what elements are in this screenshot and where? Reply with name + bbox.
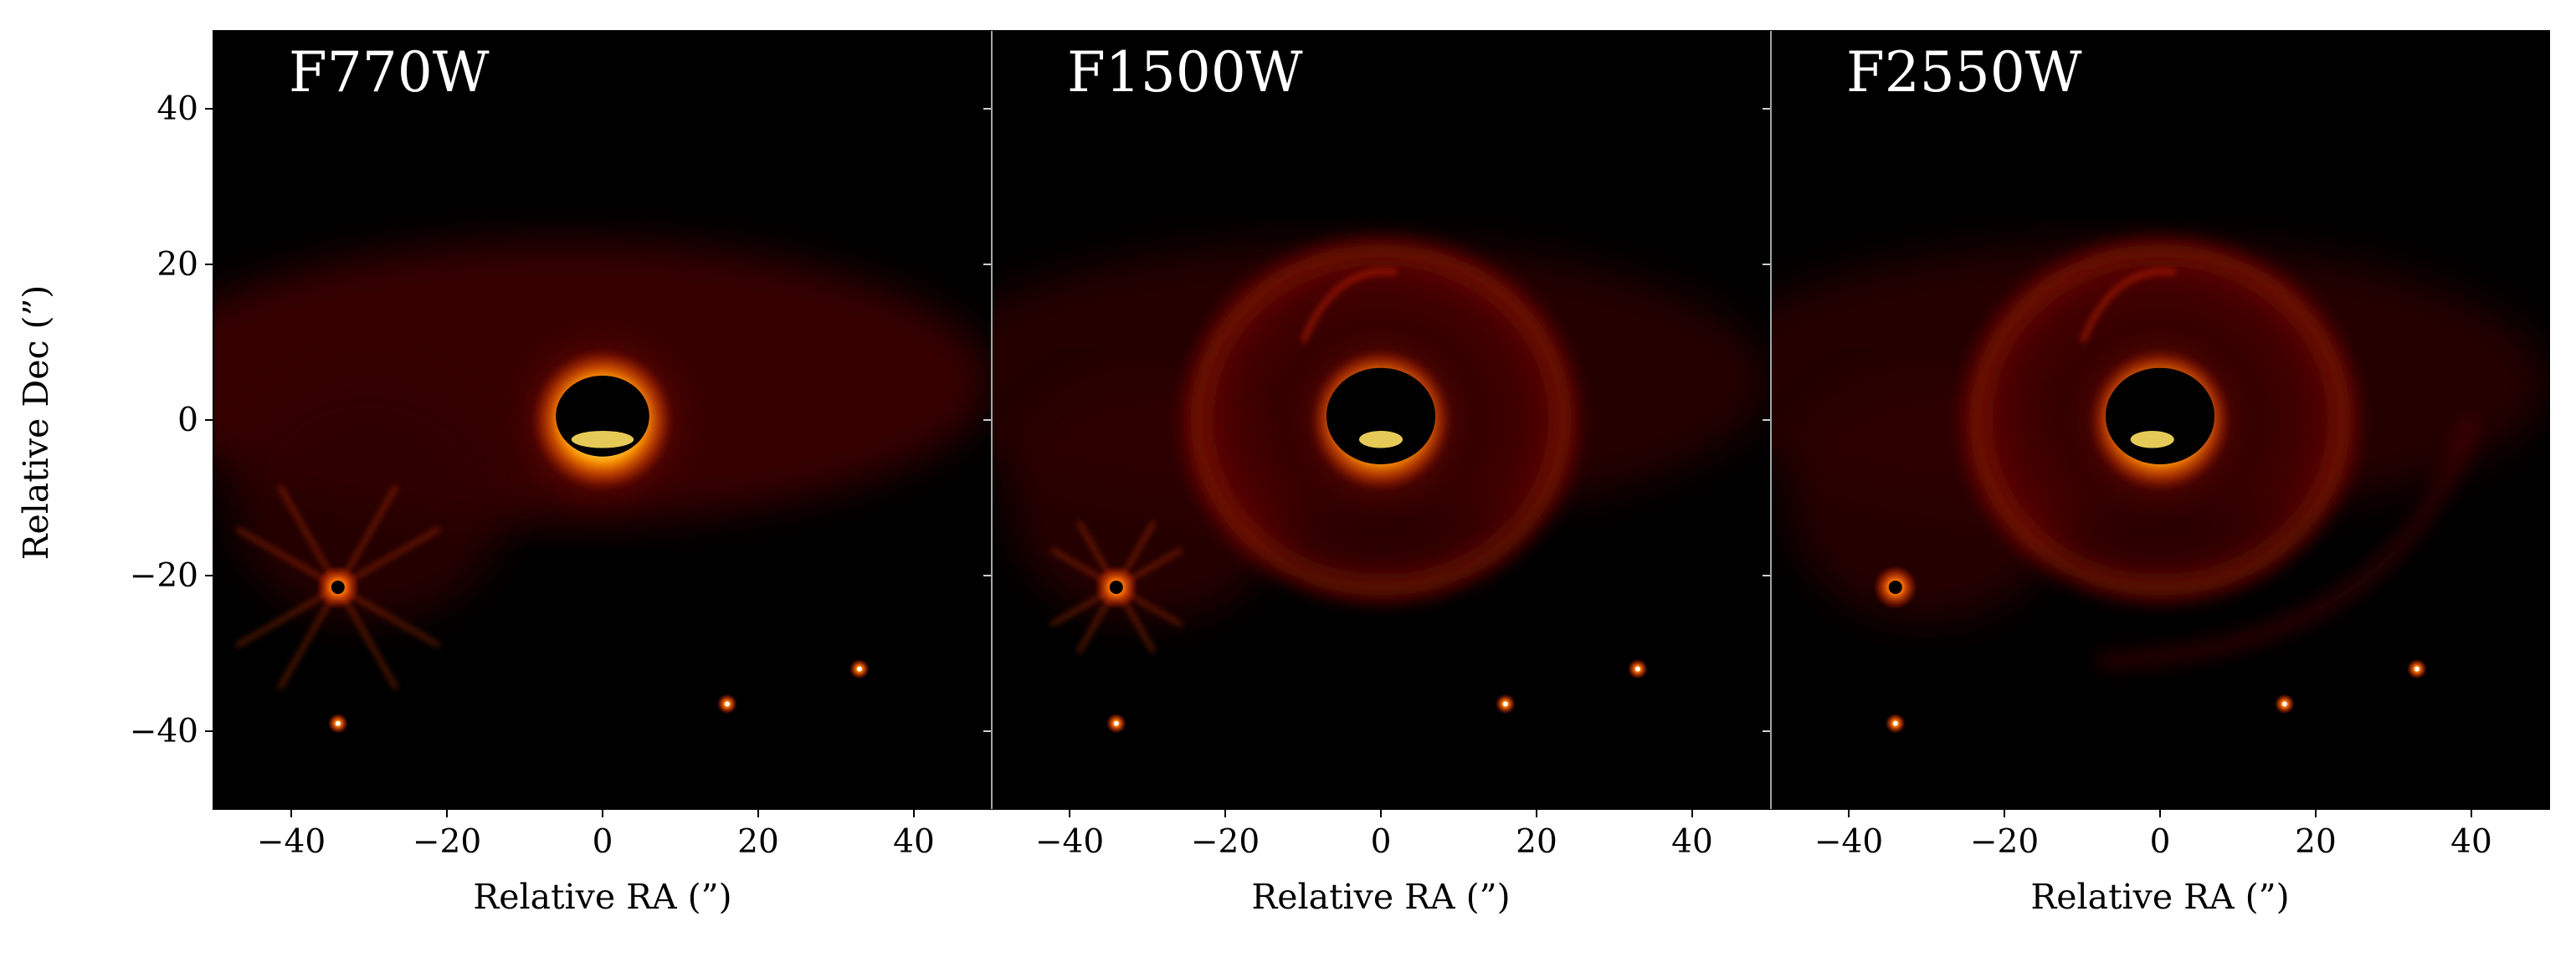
x-axis-label: Relative RA (”) — [1251, 877, 1510, 917]
star-star-lower-middle — [2274, 694, 2295, 714]
panels: F770W −40 −20 0 20 40 Relative RA (”) 40 20 0 −20 −… — [130, 30, 2550, 917]
x-axis-label: Relative RA (”) — [473, 877, 731, 917]
panel-label: F1500W — [1067, 40, 1303, 105]
star-star-lower-left — [1106, 713, 1126, 734]
x-tick-label: 40 — [893, 823, 935, 861]
x-tick-label: −40 — [257, 823, 326, 861]
y-tick-label: 40 — [157, 90, 198, 128]
y-axis-label: Relative Dec (”) — [16, 285, 56, 561]
star-star-lower-middle — [716, 694, 737, 714]
x-tick-label: −40 — [1035, 823, 1104, 861]
x-tick-label: −20 — [413, 823, 481, 861]
x-tick-label: 40 — [2450, 823, 2492, 861]
saturated-core — [1326, 367, 1436, 465]
x-tick-label: 0 — [2150, 823, 2171, 861]
star-star-lower-left — [327, 713, 348, 734]
star-bright-star-left — [220, 469, 455, 704]
star-star-lower-left — [1885, 713, 1906, 734]
x-tick-label: 20 — [737, 823, 779, 861]
x-tick-label: −20 — [1970, 823, 2039, 861]
x-tick-label: 20 — [2295, 823, 2337, 861]
panel-label: F770W — [289, 40, 490, 105]
y-tick-label: 0 — [177, 402, 198, 439]
x-tick-label: 0 — [593, 823, 613, 861]
x-tick-label: 0 — [1371, 823, 1392, 861]
star-star-lower-middle — [1495, 694, 1516, 714]
x-axis-label: Relative RA (”) — [2030, 877, 2289, 917]
star-star-right — [2406, 658, 2427, 679]
star-star-right — [849, 658, 870, 679]
panel-label: F2550W — [1846, 40, 2082, 105]
star-star-right — [1627, 658, 1648, 679]
y-tick-label: −40 — [130, 713, 198, 750]
panel-f1500w: F1500W −40 −20 0 20 40 Relative RA (”) — [983, 30, 1771, 917]
y-tick-label: −20 — [130, 557, 198, 595]
panel-image — [1771, 31, 2549, 809]
x-tick-label: 40 — [1671, 823, 1713, 861]
x-tick-label: −20 — [1191, 823, 1260, 861]
y-tick-label: 20 — [157, 246, 198, 284]
star-bright-star-left — [1040, 511, 1192, 663]
panel-image — [213, 31, 992, 809]
x-tick-label: 20 — [1516, 823, 1557, 861]
x-tick-label: −40 — [1814, 823, 1883, 861]
panel-f770w: F770W −40 −20 0 20 40 Relative RA (”) 40 20 0 −20 −… — [130, 30, 993, 917]
saturated-core — [2105, 367, 2215, 465]
panel-image — [992, 31, 1770, 809]
panel-f2550w: F2550W −40 −20 0 20 40 Relative RA (”) — [1763, 30, 2550, 917]
star-bright-star-left — [1873, 565, 1917, 609]
